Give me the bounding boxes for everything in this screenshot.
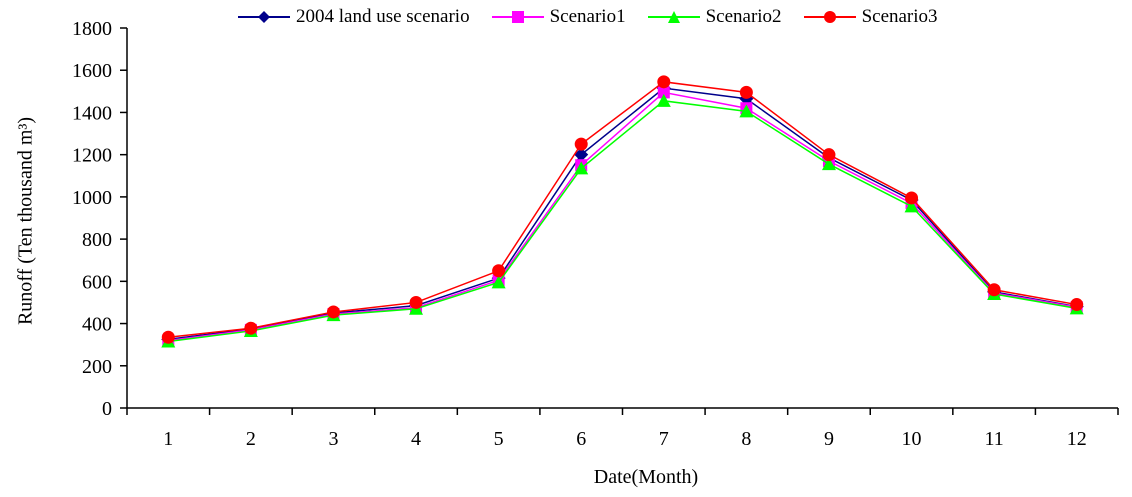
data-point (326, 305, 340, 319)
x-tick-label: 8 (741, 428, 751, 450)
y-tick-label: 1600 (72, 60, 112, 82)
y-axis-label: Runoff (Ten thousand m³) (14, 116, 37, 326)
data-point (987, 283, 1001, 297)
legend-item-2004: 2004 land use scenario (238, 6, 470, 28)
series-line (168, 81, 1077, 339)
x-tick-label: 3 (328, 428, 338, 450)
legend-swatch-scenario3 (803, 11, 856, 23)
data-point (739, 104, 754, 118)
series-1 (161, 81, 1084, 347)
x-tick-label: 1 (163, 428, 173, 450)
legend-item-scenario3: Scenario3 (803, 6, 938, 28)
data-point (822, 148, 836, 162)
data-point (904, 199, 919, 213)
y-tick-label: 1200 (72, 145, 112, 167)
legend-label-scenario3: Scenario3 (861, 6, 938, 27)
x-tick-label: 6 (576, 428, 586, 450)
data-point (1070, 298, 1084, 312)
data-point (905, 191, 919, 205)
data-point (574, 147, 589, 162)
y-tick-label: 200 (82, 356, 112, 378)
series-line (168, 100, 1077, 343)
legend-label-scenario1: Scenario1 (549, 6, 626, 27)
legend-swatch-2004 (238, 11, 290, 23)
legend-swatch-scenario2 (647, 11, 700, 23)
data-point (492, 264, 506, 278)
series-line (168, 87, 1077, 341)
x-tick-label: 12 (1067, 428, 1087, 450)
series-line (168, 91, 1077, 342)
y-axis-label-wrap: Runoff (Ten thousand m³) (4, 117, 37, 325)
x-tick-label: 11 (984, 428, 1003, 450)
series-3 (161, 93, 1084, 348)
data-point (161, 330, 175, 344)
y-tick-label: 1800 (72, 18, 112, 40)
data-point (574, 137, 588, 151)
data-point (657, 75, 671, 89)
data-point (244, 321, 258, 335)
data-point (574, 161, 589, 175)
data-point (821, 157, 836, 171)
series-4 (161, 75, 1084, 344)
data-point (657, 86, 670, 99)
legend-item-scenario1: Scenario1 (491, 6, 626, 28)
data-point (491, 275, 506, 289)
y-tick-label: 1400 (72, 102, 112, 124)
legend-label-scenario2: Scenario2 (705, 6, 782, 27)
legend-label-2004: 2004 land use scenario (296, 6, 470, 27)
x-axis-label: Date(Month) (593, 466, 699, 488)
x-tick-label: 4 (411, 428, 421, 450)
legend: 2004 land use scenario Scenario1 Scenari… (238, 6, 938, 28)
legend-swatch-scenario1 (491, 11, 544, 23)
series-2 (162, 86, 1083, 347)
y-tick-label: 0 (102, 398, 112, 420)
y-tick-label: 400 (82, 314, 112, 336)
x-tick-label: 5 (494, 428, 504, 450)
data-point (739, 85, 753, 99)
y-tick-label: 800 (82, 229, 112, 251)
data-point (656, 93, 671, 107)
data-point (409, 295, 423, 309)
x-tick-label: 9 (824, 428, 834, 450)
legend-item-scenario2: Scenario2 (647, 6, 782, 28)
series-group (161, 75, 1084, 348)
y-tick-label: 600 (82, 271, 112, 293)
x-tick-label: 2 (246, 428, 256, 450)
y-tick-label: 1000 (72, 187, 112, 209)
x-tick-label: 10 (902, 428, 922, 450)
x-tick-label: 7 (659, 428, 669, 450)
